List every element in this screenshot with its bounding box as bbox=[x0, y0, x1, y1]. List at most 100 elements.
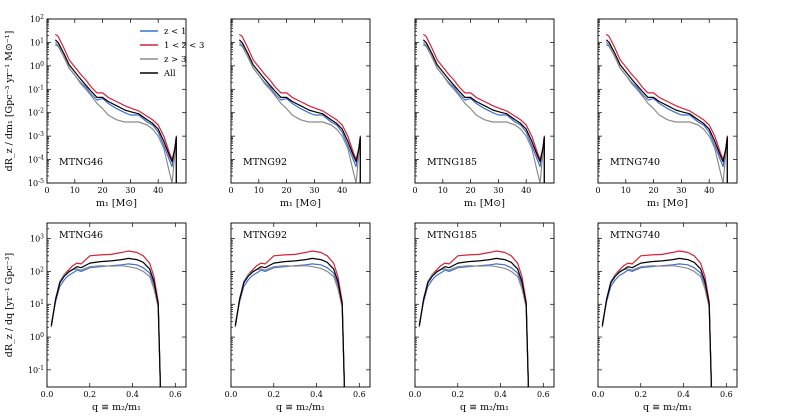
x-tick-label: 20 bbox=[649, 186, 659, 195]
panel-top-mtng92: 0 10 20 30 40 MTNG92 m₁ [M⊙] bbox=[228, 18, 371, 209]
series-line-all bbox=[601, 257, 712, 387]
x-tick-label: 0.6 bbox=[537, 390, 550, 399]
x-tick-label: 40 bbox=[521, 186, 531, 195]
legend-label: 1 < z < 3 bbox=[164, 41, 204, 51]
series-line-z-1 bbox=[50, 263, 161, 387]
series-line-all bbox=[418, 257, 529, 387]
x-tick-label: 0.4 bbox=[126, 390, 139, 399]
panel-top-mtng185: 0 10 20 30 40 MTNG185 m₁ [M⊙] bbox=[412, 18, 555, 209]
y-tick-label: 100 bbox=[30, 60, 44, 71]
x-axis-label: m₁ [M⊙] bbox=[647, 198, 688, 209]
series-line-all bbox=[50, 257, 161, 387]
x-tick-label: 30 bbox=[309, 186, 319, 195]
y-tick-label: 102 bbox=[30, 266, 44, 277]
panel-label: MTNG46 bbox=[59, 230, 103, 241]
x-tick-label: 10 bbox=[254, 186, 264, 195]
panel-label: MTNG185 bbox=[427, 157, 477, 168]
series-line-1-z-3 bbox=[238, 33, 361, 183]
x-tick-label: 30 bbox=[125, 186, 135, 195]
series-line-1-z-3 bbox=[422, 33, 545, 183]
series-line-all bbox=[422, 39, 545, 183]
panel-frame bbox=[46, 222, 187, 388]
panel-frame bbox=[414, 222, 555, 388]
legend-label: z < 1 bbox=[164, 27, 186, 37]
y-tick-label: 101 bbox=[30, 37, 44, 48]
series-line-z-3 bbox=[601, 265, 712, 387]
panel-label: MTNG46 bbox=[59, 157, 103, 168]
x-tick-label: 0.0 bbox=[41, 390, 54, 399]
x-tick-label: 30 bbox=[676, 186, 686, 195]
x-tick-label: 0.2 bbox=[634, 390, 647, 399]
x-axis-label: m₁ [M⊙] bbox=[96, 198, 137, 209]
series-line-z-3 bbox=[50, 265, 161, 387]
x-tick-label: 0.2 bbox=[83, 390, 96, 399]
series-line-1-z-3 bbox=[605, 33, 728, 183]
series-line-all bbox=[54, 39, 177, 183]
x-tick-label: 0.2 bbox=[451, 390, 464, 399]
x-tick-label: 10 bbox=[621, 186, 631, 195]
x-tick-label: 40 bbox=[704, 186, 714, 195]
y-tick-label: 10-1 bbox=[28, 84, 44, 95]
x-axis-label: q ≡ m₂/m₁ bbox=[460, 402, 509, 413]
panel-label: MTNG185 bbox=[427, 230, 477, 241]
panel-frame bbox=[414, 18, 555, 184]
x-axis-label: q ≡ m₂/m₁ bbox=[276, 402, 325, 413]
x-tick-label: 20 bbox=[98, 186, 108, 195]
x-tick-label: 0.0 bbox=[409, 390, 422, 399]
panel-label: MTNG92 bbox=[243, 157, 287, 168]
x-tick-label: 0.6 bbox=[720, 390, 733, 399]
x-tick-label: 0.2 bbox=[267, 390, 280, 399]
y-tick-label: 101 bbox=[30, 299, 44, 310]
panel-top-mtng46: 0 10 20 30 40 10-5 10-4 10-3 10-2 10-1 100 101 102 MT… bbox=[28, 14, 187, 209]
series-line-z-3 bbox=[418, 265, 529, 387]
x-tick-label: 0 bbox=[228, 186, 233, 195]
x-axis-label: q ≡ m₂/m₁ bbox=[92, 402, 141, 413]
y-tick-label: 10-2 bbox=[28, 107, 44, 118]
panel-label: MTNG740 bbox=[610, 157, 660, 168]
legend-label: z > 3 bbox=[164, 55, 186, 65]
series-line-z-1 bbox=[234, 263, 345, 387]
x-axis-label: m₁ [M⊙] bbox=[464, 198, 505, 209]
x-tick-label: 40 bbox=[337, 186, 347, 195]
x-tick-label: 0.4 bbox=[310, 390, 323, 399]
series-line-z-3 bbox=[422, 41, 545, 183]
panel-frame bbox=[597, 18, 738, 184]
x-tick-label: 0.4 bbox=[677, 390, 690, 399]
y-tick-label: 100 bbox=[30, 332, 44, 343]
panel-frame bbox=[46, 18, 187, 184]
x-tick-label: 0 bbox=[44, 186, 49, 195]
panel-label: MTNG92 bbox=[243, 230, 287, 241]
x-tick-label: 0.4 bbox=[494, 390, 507, 399]
y-tick-label: 10-1 bbox=[28, 364, 44, 375]
y-tick-label: 10-4 bbox=[28, 154, 44, 165]
panel-bottom-mtng185: 0.0 0.2 0.4 0.6 MTNG185 q ≡ m₂/m₁ bbox=[409, 222, 555, 413]
panel-bottom-mtng740: 0.0 0.2 0.4 0.6 MTNG740 q ≡ m₂/m₁ bbox=[592, 222, 738, 413]
panel-frame bbox=[597, 222, 738, 388]
x-tick-label: 0 bbox=[595, 186, 600, 195]
y-tick-label: 103 bbox=[30, 233, 44, 244]
x-tick-label: 0 bbox=[412, 186, 417, 195]
y-tick-label: 10-5 bbox=[28, 178, 44, 189]
series-line-z-3 bbox=[234, 265, 345, 387]
series-line-1-z-3 bbox=[54, 33, 177, 183]
x-tick-label: 0.6 bbox=[169, 390, 182, 399]
x-tick-label: 0.0 bbox=[592, 390, 605, 399]
series-line-z-1 bbox=[418, 263, 529, 387]
series-line-all bbox=[234, 257, 345, 387]
y-tick-label: 102 bbox=[30, 14, 44, 25]
x-tick-label: 40 bbox=[153, 186, 163, 195]
legend-label: All bbox=[163, 69, 176, 79]
panel-frame bbox=[230, 18, 371, 184]
x-tick-label: 30 bbox=[493, 186, 503, 195]
panel-top-mtng740: 0 10 20 30 40 MTNG740 m₁ [M⊙] bbox=[595, 18, 738, 209]
series-line-z-3 bbox=[54, 41, 177, 183]
y-axis-label: dR_z / dm₁ [Gpc⁻³ yr⁻¹ M⊙⁻¹] bbox=[4, 31, 15, 172]
x-tick-label: 10 bbox=[438, 186, 448, 195]
x-tick-label: 20 bbox=[282, 186, 292, 195]
y-tick-label: 10-3 bbox=[28, 131, 44, 142]
y-axis-label: dR_z / dq [yr⁻¹ Gpc⁻³] bbox=[4, 253, 15, 357]
panel-bottom-mtng46: 0.0 0.2 0.4 0.6 10-1 100 101 102 103 MTNG46 q ≡ m₂… bbox=[28, 222, 187, 413]
series-line-all bbox=[238, 39, 361, 183]
panel-label: MTNG740 bbox=[610, 230, 660, 241]
panel-frame bbox=[230, 222, 371, 388]
